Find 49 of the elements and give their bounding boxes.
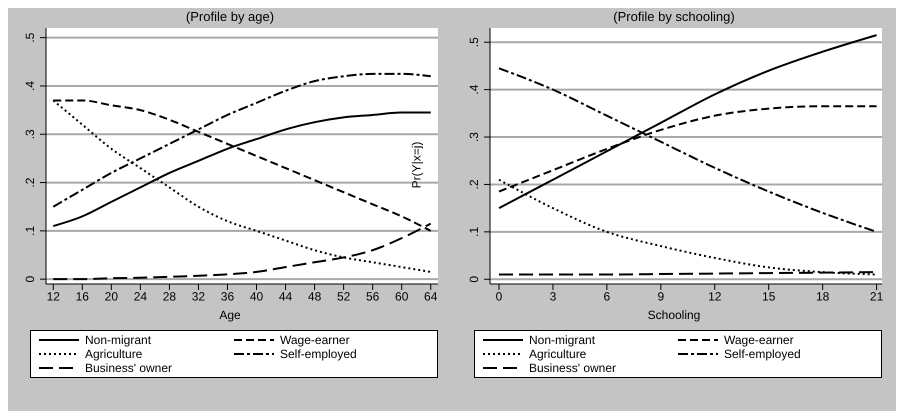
x-tick-label: 3 xyxy=(550,290,557,304)
x-axis-title: Age xyxy=(218,308,242,324)
x-tick-label: 64 xyxy=(424,290,438,304)
x-tick-label: 12 xyxy=(708,290,722,304)
legend-label: Agriculture xyxy=(529,347,586,361)
chart-title: (Profile by age) xyxy=(184,8,276,26)
x-tick-label: 52 xyxy=(336,290,351,304)
x-tick-label: 16 xyxy=(76,290,90,304)
x-tick-label: 24 xyxy=(134,290,148,304)
x-tick-label: 20 xyxy=(104,290,118,304)
x-tick-label: 32 xyxy=(192,290,206,304)
legend-label: Self-employed xyxy=(724,347,801,361)
legend-label: Non-migrant xyxy=(529,333,596,347)
y-tick-label: .4 xyxy=(23,80,37,91)
x-tick-label: 6 xyxy=(604,290,611,304)
legend-label: Business' owner xyxy=(85,361,172,375)
x-tick-label: 21 xyxy=(870,290,884,304)
y-tick-label: 0 xyxy=(467,276,481,283)
x-tick-label: 60 xyxy=(395,290,409,304)
x-tick-label: 9 xyxy=(657,290,664,304)
y-tick-label: .2 xyxy=(23,177,37,188)
chart-title: (Profile by schooling) xyxy=(612,8,736,26)
x-tick-label: 40 xyxy=(250,290,264,304)
legend-label: Self-employed xyxy=(280,347,357,361)
legend-label: Wage-earner xyxy=(724,333,794,347)
x-tick-label: 12 xyxy=(46,290,60,304)
x-tick-label: 44 xyxy=(278,290,293,304)
y-tick-label: .2 xyxy=(467,179,481,190)
x-tick-label: 48 xyxy=(308,290,322,304)
y-tick-label: .3 xyxy=(467,132,481,142)
x-axis-title: Schooling xyxy=(646,308,702,324)
y-tick-label: .5 xyxy=(23,32,37,43)
x-tick-label: 56 xyxy=(366,290,380,304)
y-tick-label: .1 xyxy=(23,226,37,236)
legend-label: Non-migrant xyxy=(85,333,152,347)
legend-label: Agriculture xyxy=(85,347,142,361)
y-tick-label: .3 xyxy=(23,128,37,140)
legend-label: Wage-earner xyxy=(280,333,350,347)
y-tick-label: .5 xyxy=(467,36,481,48)
y-tick-label: .1 xyxy=(467,226,481,237)
annotation: Pr(Y|x=j) xyxy=(409,142,424,188)
x-tick-label: 15 xyxy=(762,290,776,304)
y-tick-label: .4 xyxy=(467,84,481,95)
y-tick-label: 0 xyxy=(23,276,37,283)
x-tick-label: 18 xyxy=(816,290,830,304)
x-tick-label: 28 xyxy=(162,290,176,304)
legend-label: Business' owner xyxy=(529,361,616,375)
x-tick-label: 0 xyxy=(496,290,503,304)
x-tick-label: 36 xyxy=(220,290,234,304)
